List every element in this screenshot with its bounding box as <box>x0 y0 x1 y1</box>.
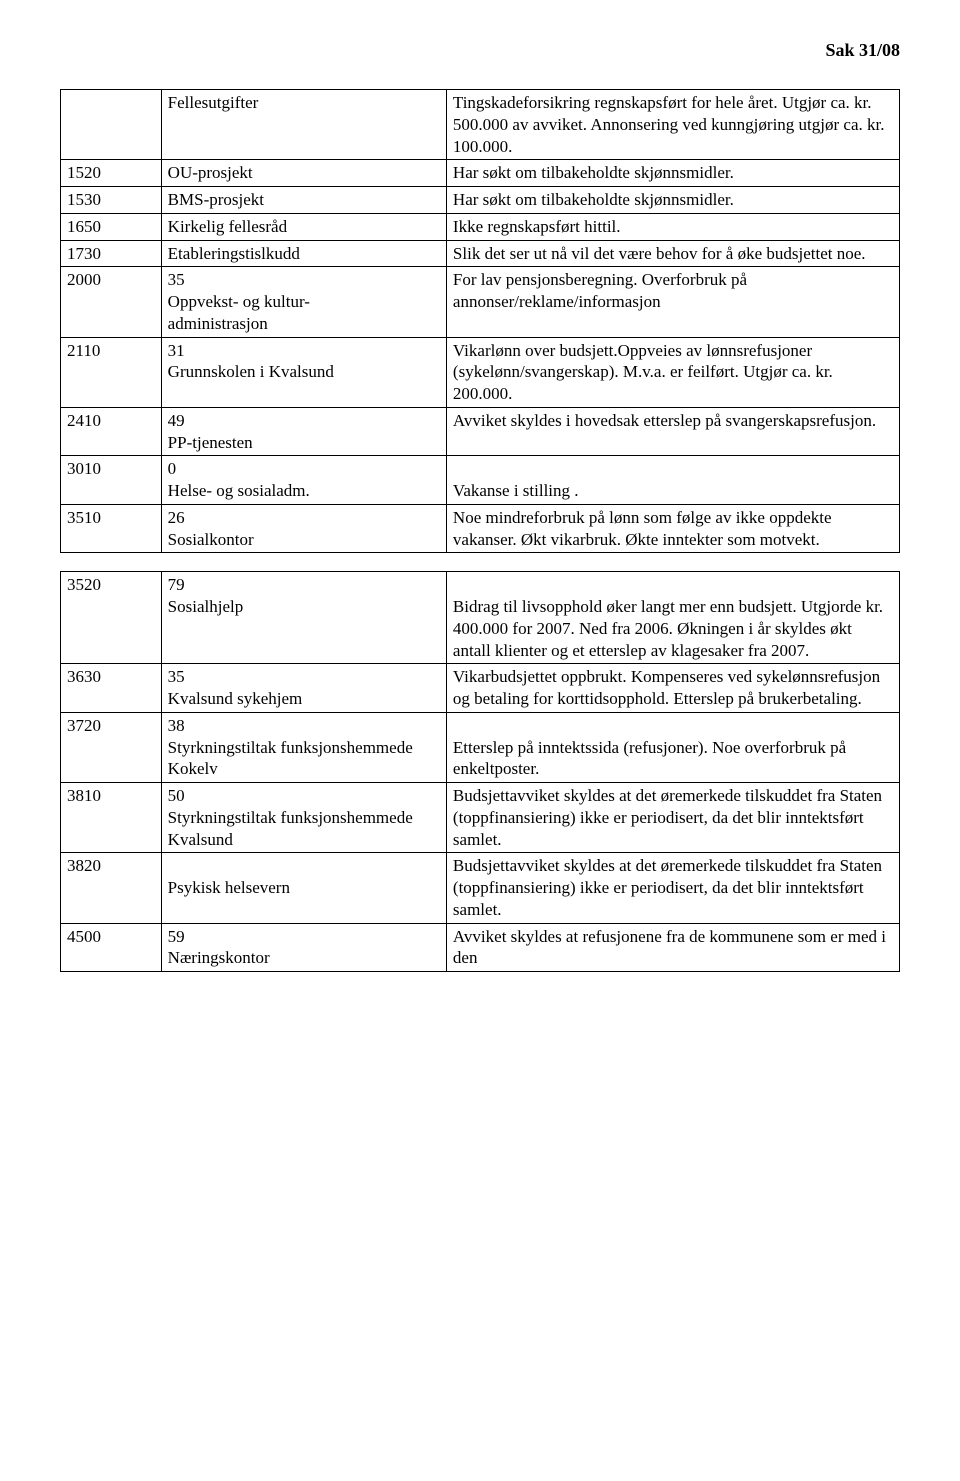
budget-table-2: 3520 79Sosialhjelp Bidrag til livsopphol… <box>60 571 900 972</box>
table-row: 3820 Psykisk helsevern Budsjettavviket s… <box>61 853 900 923</box>
cell-description: Avviket skyldes i hovedsak etterslep på … <box>446 407 899 456</box>
budget-table-1: Fellesutgifter Tingskadeforsikring regns… <box>60 89 900 553</box>
cell-category: 35Oppvekst- og kultur-administrasjon <box>161 267 446 337</box>
cell-category: OU-prosjekt <box>161 160 446 187</box>
cell-code: 1650 <box>61 213 162 240</box>
cell-code: 2110 <box>61 337 162 407</box>
cell-category: 0Helse- og sosialadm. <box>161 456 446 505</box>
table-row: 2110 31Grunnskolen i Kvalsund Vikarlønn … <box>61 337 900 407</box>
table-row: 1530 BMS-prosjekt Har søkt om tilbakehol… <box>61 187 900 214</box>
table-row: 1730 Etableringstislkudd Slik det ser ut… <box>61 240 900 267</box>
cell-code: 3630 <box>61 664 162 713</box>
cell-description: Budsjettavviket skyldes at det øremerked… <box>446 853 899 923</box>
cell-description: Tingskadeforsikring regnskapsført for he… <box>446 90 899 160</box>
table-row: Fellesutgifter Tingskadeforsikring regns… <box>61 90 900 160</box>
table-row: 1520 OU-prosjekt Har søkt om tilbakehold… <box>61 160 900 187</box>
document-header: Sak 31/08 <box>60 40 900 61</box>
cell-category: Fellesutgifter <box>161 90 446 160</box>
cell-code: 3520 <box>61 572 162 664</box>
cell-code: 3720 <box>61 712 162 782</box>
table-row: 3010 0Helse- og sosialadm. Vakanse i sti… <box>61 456 900 505</box>
table-row: 3510 26Sosialkontor Noe mindreforbruk på… <box>61 504 900 553</box>
table-row: 1650 Kirkelig fellesråd Ikke regnskapsfø… <box>61 213 900 240</box>
cell-description: Vikarbudsjettet oppbrukt. Kompenseres ve… <box>446 664 899 713</box>
cell-code: 1530 <box>61 187 162 214</box>
cell-category: 26Sosialkontor <box>161 504 446 553</box>
cell-description: Bidrag til livsopphold øker langt mer en… <box>446 572 899 664</box>
cell-category: Psykisk helsevern <box>161 853 446 923</box>
cell-description: Noe mindreforbruk på lønn som følge av i… <box>446 504 899 553</box>
cell-code: 3810 <box>61 783 162 853</box>
cell-description: Ikke regnskapsført hittil. <box>446 213 899 240</box>
table-gap <box>60 553 900 571</box>
cell-category: 35Kvalsund sykehjem <box>161 664 446 713</box>
budget-table-2-body: 3520 79Sosialhjelp Bidrag til livsopphol… <box>61 572 900 972</box>
cell-code: 1520 <box>61 160 162 187</box>
cell-description: Vakanse i stilling . <box>446 456 899 505</box>
cell-category: 79Sosialhjelp <box>161 572 446 664</box>
cell-description: Budsjettavviket skyldes at det øremerked… <box>446 783 899 853</box>
cell-code: 3510 <box>61 504 162 553</box>
table-row: 3520 79Sosialhjelp Bidrag til livsopphol… <box>61 572 900 664</box>
cell-description: Etterslep på inntektssida (refusjoner). … <box>446 712 899 782</box>
document-page: Sak 31/08 Fellesutgifter Tingskadeforsik… <box>0 0 960 1032</box>
cell-description: Slik det ser ut nå vil det være behov fo… <box>446 240 899 267</box>
cell-category: 38Styrkningstiltak funksjonshemmede Koke… <box>161 712 446 782</box>
cell-code: 3010 <box>61 456 162 505</box>
cell-description: Har søkt om tilbakeholdte skjønnsmidler. <box>446 160 899 187</box>
cell-code: 2410 <box>61 407 162 456</box>
cell-description: Har søkt om tilbakeholdte skjønnsmidler. <box>446 187 899 214</box>
cell-category: 31Grunnskolen i Kvalsund <box>161 337 446 407</box>
table-row: 2410 49PP-tjenesten Avviket skyldes i ho… <box>61 407 900 456</box>
cell-code: 1730 <box>61 240 162 267</box>
cell-description: Vikarlønn over budsjett.Oppveies av lønn… <box>446 337 899 407</box>
cell-category: 50Styrkningstiltak funksjonshemmede Kval… <box>161 783 446 853</box>
cell-category: BMS-prosjekt <box>161 187 446 214</box>
cell-code <box>61 90 162 160</box>
table-row: 3720 38Styrkningstiltak funksjonshemmede… <box>61 712 900 782</box>
cell-category: Kirkelig fellesråd <box>161 213 446 240</box>
cell-category: Etableringstislkudd <box>161 240 446 267</box>
table-row: 2000 35Oppvekst- og kultur-administrasjo… <box>61 267 900 337</box>
cell-category: 49PP-tjenesten <box>161 407 446 456</box>
budget-table-1-body: Fellesutgifter Tingskadeforsikring regns… <box>61 90 900 553</box>
table-row: 3630 35Kvalsund sykehjem Vikarbudsjettet… <box>61 664 900 713</box>
cell-description: For lav pensjonsberegning. Overforbruk p… <box>446 267 899 337</box>
table-row: 4500 59Næringskontor Avviket skyldes at … <box>61 923 900 972</box>
cell-description: Avviket skyldes at refusjonene fra de ko… <box>446 923 899 972</box>
cell-code: 3820 <box>61 853 162 923</box>
cell-category: 59Næringskontor <box>161 923 446 972</box>
table-row: 3810 50Styrkningstiltak funksjonshemmede… <box>61 783 900 853</box>
cell-code: 4500 <box>61 923 162 972</box>
cell-code: 2000 <box>61 267 162 337</box>
